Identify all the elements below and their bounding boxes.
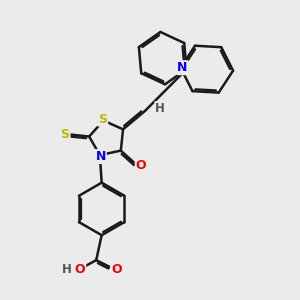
Text: O: O: [111, 263, 122, 276]
Text: N: N: [95, 150, 106, 163]
Text: N: N: [177, 61, 188, 74]
Text: S: S: [98, 112, 107, 126]
Text: O: O: [136, 159, 146, 172]
Text: H: H: [155, 102, 165, 115]
Text: S: S: [61, 128, 70, 141]
Text: O: O: [75, 263, 85, 276]
Text: H: H: [62, 263, 71, 276]
